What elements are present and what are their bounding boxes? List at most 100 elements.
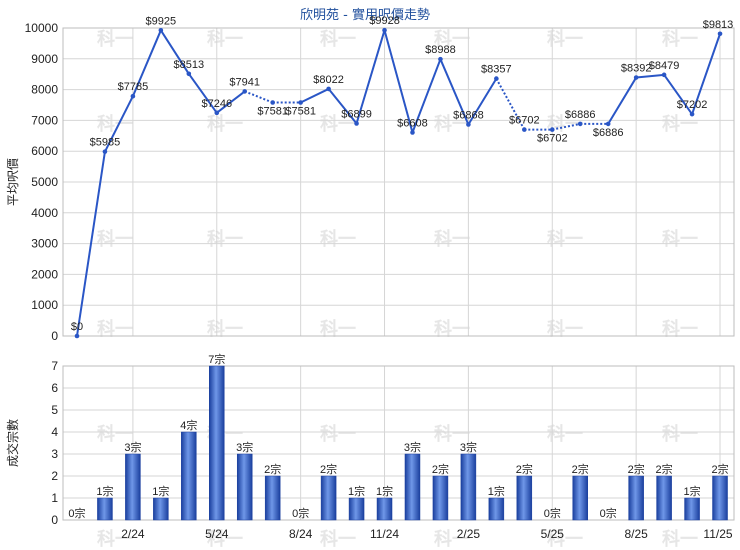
count-bar-18 (572, 475, 588, 521)
watermark-1-4: 科一 (547, 113, 583, 135)
price-y-tick-10: 10000 (25, 21, 59, 35)
watermark-5-3: 科一 (434, 528, 470, 550)
count-bar-label-0: 0宗 (68, 506, 85, 520)
count-bar-15 (488, 497, 505, 521)
price-segment-5 (216, 90, 246, 114)
watermark-4-3: 科一 (434, 423, 470, 445)
watermark-3-2: 科一 (320, 318, 356, 340)
count-y-axis-label: 成交宗數 (5, 419, 20, 467)
price-segment-1 (104, 95, 134, 153)
price-point-1 (102, 149, 108, 154)
watermark-2-4: 科一 (547, 228, 583, 250)
count-bar-label-13: 2宗 (432, 462, 449, 476)
count-bar-12 (404, 453, 421, 521)
price-segment-8 (300, 88, 330, 104)
price-y-tick-8: 8000 (31, 83, 58, 97)
watermark-5-0: 科一 (97, 528, 133, 550)
price-segment-19 (607, 77, 638, 125)
price-segment-6 (244, 90, 274, 104)
price-label-22: $7202 (677, 99, 708, 111)
price-label-16: $6702 (509, 115, 540, 127)
price-point-16 (522, 127, 527, 132)
price-segment-22 (691, 33, 721, 115)
chart-title: 欣明苑 - 實用呎價走勢 (300, 7, 430, 23)
count-bar-label-3: 1宗 (152, 484, 169, 498)
price-label-7: $7581 (257, 106, 288, 118)
price-point-11 (382, 27, 387, 33)
x-tick-5: 5/25 (541, 527, 565, 541)
count-y-tick-1: 1 (51, 491, 58, 505)
watermark-2-5: 科一 (662, 228, 698, 250)
watermark-3-4: 科一 (547, 318, 583, 340)
watermark-0-5: 科一 (662, 28, 698, 50)
watermark-5-2: 科一 (320, 528, 356, 550)
price-point-7 (270, 100, 275, 105)
price-segment-12 (411, 58, 442, 133)
price-point-12 (410, 130, 415, 135)
price-point-14 (466, 122, 471, 127)
price-y-tick-0: 0 (51, 329, 58, 343)
x-tick-1: 5/24 (205, 527, 229, 541)
price-point-0 (74, 333, 80, 339)
price-point-23 (717, 31, 723, 37)
price-label-9: $8022 (313, 74, 344, 86)
watermark-2-0: 科一 (97, 228, 133, 250)
watermark-0-2: 科一 (320, 28, 356, 50)
price-segment-9 (327, 88, 358, 125)
count-bar-label-14: 3宗 (460, 440, 477, 454)
price-point-19 (605, 121, 611, 127)
watermark-3-0: 科一 (97, 318, 133, 340)
price-label-6: $7941 (229, 76, 260, 88)
price-point-22 (689, 111, 695, 117)
count-bar-23 (712, 475, 728, 521)
count-bar-label-1: 1宗 (96, 484, 113, 498)
price-label-13: $8988 (425, 44, 456, 56)
count-bar-label-23: 2宗 (711, 462, 728, 476)
count-bar-16 (516, 475, 533, 521)
price-segment-10 (355, 29, 386, 124)
count-y-tick-4: 4 (51, 425, 58, 439)
count-bar-2 (125, 453, 141, 521)
x-tick-2: 8/24 (289, 527, 313, 541)
watermark-2-1: 科一 (207, 228, 243, 250)
x-tick-4: 2/25 (457, 527, 481, 541)
watermark-4-5: 科一 (662, 423, 698, 445)
price-point-6 (242, 89, 248, 94)
count-bar-14 (460, 453, 477, 521)
count-plot-frame (62, 365, 735, 521)
price-label-5: $7246 (201, 98, 232, 110)
price-segment-14 (467, 78, 498, 125)
price-label-14: $6868 (453, 109, 484, 121)
price-label-20: $8392 (621, 63, 652, 75)
count-bar-label-12: 3宗 (404, 440, 421, 454)
count-bar-20 (628, 475, 644, 521)
price-label-21: $8479 (649, 60, 680, 72)
price-point-8 (298, 100, 303, 105)
watermark-4-4: 科一 (547, 423, 583, 445)
count-bar-7 (264, 475, 281, 521)
watermark-0-3: 科一 (434, 28, 470, 50)
count-bar-label-2: 3宗 (124, 440, 141, 454)
count-bar-13 (432, 475, 449, 521)
count-y-tick-5: 5 (51, 403, 58, 417)
price-label-4: $8513 (174, 59, 205, 71)
count-bar-22 (684, 497, 700, 521)
watermark-1-0: 科一 (97, 113, 133, 135)
count-bar-label-5: 7宗 (208, 352, 225, 366)
count-bar-label-11: 1宗 (376, 484, 393, 498)
count-y-tick-0: 0 (51, 513, 58, 527)
price-label-2: $7785 (118, 81, 149, 93)
price-point-13 (438, 56, 443, 62)
price-y-tick-9: 9000 (31, 52, 58, 66)
price-point-9 (326, 86, 331, 92)
price-y-tick-1: 1000 (31, 298, 58, 312)
count-y-tick-7: 7 (51, 359, 58, 373)
watermark-5-5: 科一 (662, 528, 698, 550)
count-bar-10 (348, 497, 365, 521)
watermark-5-1: 科一 (207, 528, 243, 550)
count-bar-label-18: 2宗 (572, 462, 589, 476)
count-bar-label-10: 1宗 (348, 484, 365, 498)
count-bar-label-8: 0宗 (292, 506, 309, 520)
watermark-3-3: 科一 (434, 318, 470, 340)
